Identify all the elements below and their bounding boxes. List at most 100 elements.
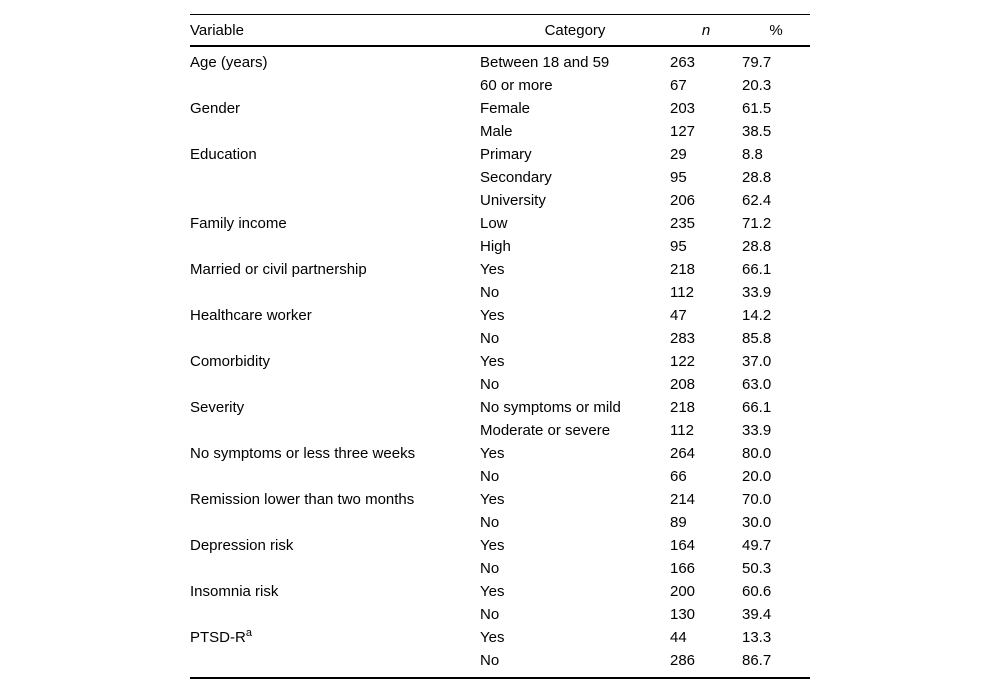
table-row: No 283 85.8: [190, 327, 810, 350]
cell-variable: [190, 649, 480, 678]
table-row: Healthcare worker Yes 47 14.2: [190, 304, 810, 327]
cell-pct: 14.2: [742, 307, 772, 324]
table-row: No 166 50.3: [190, 557, 810, 580]
cell-pct: 28.8: [742, 169, 772, 186]
cell-pct: 33.9: [742, 284, 772, 301]
cell-variable: Age (years): [190, 54, 268, 71]
table-row: No 66 20.0: [190, 465, 810, 488]
cell-variable: PTSD-Ra: [190, 627, 252, 647]
cell-pct: 13.3: [742, 629, 772, 646]
cell-category: Yes: [480, 537, 505, 554]
cell-pct: 80.0: [742, 445, 772, 462]
table-body: Age (years) Between 18 and 59 263 79.7 60 or…: [190, 46, 810, 678]
cell-category: Yes: [480, 261, 505, 278]
cell-n: 112: [670, 422, 694, 439]
table-row: No 112 33.9: [190, 281, 810, 304]
table-row: Depression risk Yes 164 49.7: [190, 534, 810, 557]
cell-variable: [190, 511, 480, 534]
cell-category: Yes: [480, 445, 505, 462]
cell-category: Between 18 and 59: [480, 54, 610, 71]
cell-pct: 20.3: [742, 77, 772, 94]
cell-category: No: [480, 606, 500, 623]
cell-category: Male: [480, 123, 513, 140]
cell-pct: 79.7: [742, 54, 772, 71]
cell-variable: Remission lower than two months: [190, 491, 415, 508]
cell-category: Primary: [480, 146, 532, 163]
sample-characteristics-table: Variable Category n % Age (years) Between…: [190, 14, 810, 679]
cell-n: 95: [670, 238, 687, 255]
cell-category: No: [480, 652, 500, 669]
cell-pct: 86.7: [742, 652, 772, 669]
cell-category: Moderate or severe: [480, 422, 611, 439]
cell-pct: 66.1: [742, 399, 772, 416]
cell-category: Secondary: [480, 169, 552, 186]
table-row: No symptoms or less three weeks Yes 264 80.…: [190, 442, 810, 465]
cell-variable: [190, 74, 480, 97]
cell-n: 47: [670, 307, 687, 324]
table-row: Severity No symptoms or mild 218 66.1: [190, 396, 810, 419]
cell-variable: [190, 603, 480, 626]
cell-pct: 60.6: [742, 583, 772, 600]
cell-variable: [190, 373, 480, 396]
cell-n: 130: [670, 606, 696, 623]
table-row: No 130 39.4: [190, 603, 810, 626]
cell-n: 89: [670, 514, 687, 531]
cell-n: 44: [670, 629, 687, 646]
cell-n: 283: [670, 330, 696, 347]
column-header-n: n: [670, 14, 742, 47]
cell-pct: 70.0: [742, 491, 772, 508]
cell-variable: Severity: [190, 399, 245, 416]
cell-pct: 20.0: [742, 468, 772, 485]
cell-pct: 8.8: [742, 146, 763, 163]
table-row: High 95 28.8: [190, 235, 810, 258]
table-header-row: Variable Category n %: [190, 14, 810, 47]
cell-category: No: [480, 468, 500, 485]
cell-category: No: [480, 376, 500, 393]
table-row: Married or civil partnership Yes 218 66.1: [190, 258, 810, 281]
cell-variable: [190, 120, 480, 143]
cell-pct: 33.9: [742, 422, 772, 439]
cell-variable: [190, 281, 480, 304]
cell-n: 218: [670, 261, 696, 278]
cell-variable: [190, 557, 480, 580]
sample-characteristics-table-container: Variable Category n % Age (years) Between…: [190, 14, 810, 679]
cell-n: 264: [670, 445, 696, 462]
cell-variable: Insomnia risk: [190, 583, 279, 600]
cell-category: No: [480, 560, 500, 577]
table-row: University 206 62.4: [190, 189, 810, 212]
cell-variable: Depression risk: [190, 537, 294, 554]
cell-n: 66: [670, 468, 687, 485]
table-header: Variable Category n %: [190, 14, 810, 47]
cell-category: No symptoms or mild: [480, 399, 621, 416]
cell-n: 164: [670, 537, 696, 554]
cell-n: 166: [670, 560, 696, 577]
cell-n: 203: [670, 100, 696, 117]
cell-variable: Healthcare worker: [190, 307, 312, 324]
cell-n: 218: [670, 399, 696, 416]
cell-variable: [190, 166, 480, 189]
cell-pct: 30.0: [742, 514, 772, 531]
column-header-category: Category: [480, 14, 670, 47]
cell-variable: [190, 465, 480, 488]
column-header-percent: %: [742, 14, 810, 47]
cell-n: 122: [670, 353, 696, 370]
cell-pct: 61.5: [742, 100, 772, 117]
cell-pct: 49.7: [742, 537, 772, 554]
table-row: Moderate or severe 112 33.9: [190, 419, 810, 442]
cell-category: Yes: [480, 583, 505, 600]
cell-pct: 39.4: [742, 606, 772, 623]
cell-n: 29: [670, 146, 687, 163]
table-row: Family income Low 235 71.2: [190, 212, 810, 235]
cell-variable: Married or civil partnership: [190, 261, 367, 278]
cell-pct: 71.2: [742, 215, 772, 232]
cell-pct: 28.8: [742, 238, 772, 255]
cell-n: 95: [670, 169, 687, 186]
table-row: 60 or more 67 20.3: [190, 74, 810, 97]
cell-variable: Gender: [190, 100, 241, 117]
cell-pct: 66.1: [742, 261, 772, 278]
cell-category: Female: [480, 100, 531, 117]
cell-n: 112: [670, 284, 694, 301]
table-row: Gender Female 203 61.5: [190, 97, 810, 120]
cell-pct: 50.3: [742, 560, 772, 577]
